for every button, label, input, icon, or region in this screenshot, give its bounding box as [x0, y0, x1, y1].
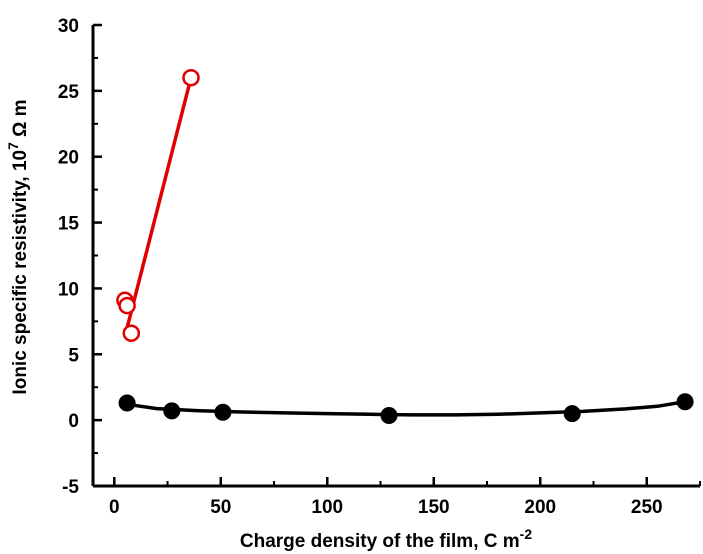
fit-line-series-2 [126, 399, 686, 417]
x-axis-title-text: Charge density of the film, C m [240, 531, 520, 552]
x-tick-label: 100 [311, 497, 343, 518]
data-point-series-1 [118, 296, 136, 315]
y-tick-label: 5 [68, 345, 79, 366]
fit-line-series-1 [125, 77, 193, 329]
data-point-series-1 [122, 324, 141, 342]
y-tick-label: 10 [58, 279, 79, 300]
x-axis-title: Charge density of the film, C m-2 [240, 526, 532, 552]
x-tick-label: 0 [109, 497, 120, 518]
data-points [116, 68, 694, 424]
data-point-series-1 [182, 68, 200, 87]
y-tick-label: 30 [58, 16, 79, 37]
y-axis-title-suffix: Ω m [10, 99, 31, 142]
x-tick-label: 50 [210, 497, 231, 518]
tick-labels: -5 0 5 10 15 20 25 30 0 50 100 150 200 250 [58, 16, 663, 518]
y-tick-label: 20 [58, 148, 79, 169]
y-tick-label: 25 [58, 82, 80, 103]
y-axis-title-sup: 7 [5, 142, 21, 150]
axes [91, 23, 701, 488]
data-point-series-2 [163, 402, 181, 420]
fit-lines [125, 77, 686, 417]
x-tick-label: 200 [524, 497, 556, 518]
y-tick-label: 0 [68, 411, 79, 432]
y-axis-title-prefix: Ionic specific resistivity, 10 [10, 150, 31, 395]
data-point-series-2 [676, 393, 694, 411]
data-point-series-2 [118, 394, 136, 412]
x-tick-label: 250 [631, 497, 663, 518]
x-axis-title-sup: -2 [520, 526, 533, 542]
y-tick-label: -5 [62, 477, 79, 498]
y-tick-label: 15 [58, 214, 80, 235]
data-point-series-2 [563, 405, 581, 423]
data-point-series-2 [214, 403, 232, 421]
x-tick-label: 150 [418, 497, 450, 518]
data-point-series-2 [380, 407, 398, 424]
y-axis-title: Ionic specific resistivity, 107 Ω m [5, 99, 31, 394]
